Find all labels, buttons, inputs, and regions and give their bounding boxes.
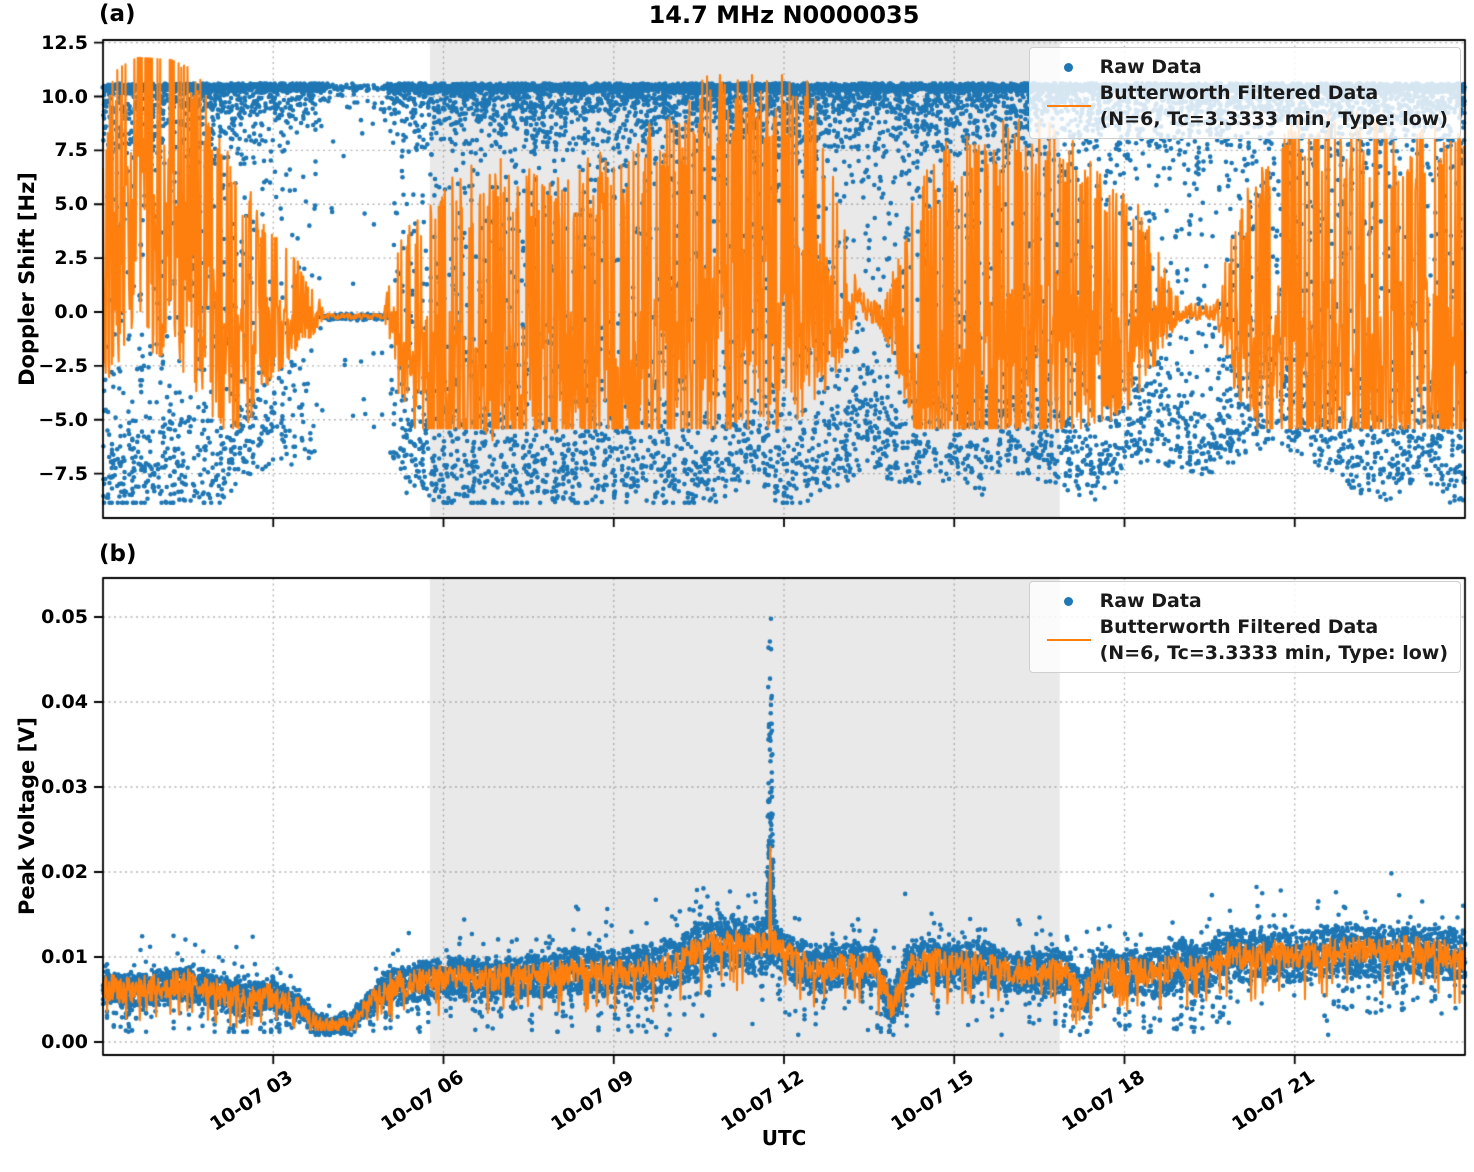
legend-panel-b: Raw Data Butterworth Filtered Data (N=6,…	[1028, 581, 1461, 673]
panel-b-label: (b)	[99, 541, 137, 567]
doppler-ytick-5.0: 5.0	[54, 193, 88, 216]
legend-raw-label: Raw Data	[1099, 590, 1202, 612]
doppler-ytick-10.0: 10.0	[41, 85, 88, 108]
doppler-ytick-2.5: 2.5	[54, 247, 88, 270]
voltage-ytick-0.02: 0.02	[41, 861, 88, 883]
legend-filtered-label-line1: Butterworth Filtered Data	[1099, 616, 1379, 638]
filtered-data-line-marker	[1038, 105, 1100, 107]
filtered-data-line-marker	[1038, 639, 1100, 641]
legend-filtered-label: Butterworth Filtered Data (N=6, Tc=3.333…	[1100, 80, 1448, 132]
utc-axis-label: UTC	[761, 1126, 807, 1150]
voltage-ytick-0.04: 0.04	[41, 691, 88, 713]
doppler-ytick-0.0: 0.0	[54, 301, 88, 323]
legend-row-raw: Raw Data	[1038, 54, 1448, 80]
voltage-ytick-0.03: 0.03	[41, 776, 88, 798]
doppler-ytick-−5.0: −5.0	[38, 408, 88, 431]
plot-title: 14.7 MHz N0000035	[648, 1, 920, 29]
legend-filtered-label-line2: (N=6, Tc=3.3333 min, Type: low)	[1099, 108, 1448, 130]
doppler-ytick-−7.5: −7.5	[38, 462, 88, 485]
doppler-ytick-−2.5: −2.5	[38, 354, 88, 377]
raw-data-dot-marker	[1038, 596, 1100, 606]
legend-filtered-label-line1: Butterworth Filtered Data	[1099, 82, 1379, 104]
voltage-axis-label: Peak Voltage [V]	[15, 716, 39, 916]
legend-row-filtered: Butterworth Filtered Data (N=6, Tc=3.333…	[1038, 614, 1448, 666]
legend-panel-a: Raw Data Butterworth Filtered Data (N=6,…	[1028, 47, 1461, 139]
legend-filtered-label-line2: (N=6, Tc=3.3333 min, Type: low)	[1099, 642, 1448, 664]
doppler-ytick-7.5: 7.5	[54, 139, 88, 162]
voltage-ytick-0.01: 0.01	[41, 946, 88, 968]
legend-filtered-label: Butterworth Filtered Data (N=6, Tc=3.333…	[1100, 614, 1448, 666]
raw-data-dot-marker	[1038, 62, 1100, 72]
legend-raw-label: Raw Data	[1099, 56, 1202, 78]
voltage-ytick-0.00: 0.00	[41, 1031, 88, 1053]
legend-row-raw: Raw Data	[1038, 588, 1448, 614]
legend-row-filtered: Butterworth Filtered Data (N=6, Tc=3.333…	[1038, 80, 1448, 132]
doppler-ytick-12.5: 12.5	[41, 31, 88, 54]
voltage-ytick-0.05: 0.05	[41, 606, 88, 628]
panel-a-label: (a)	[99, 1, 136, 27]
